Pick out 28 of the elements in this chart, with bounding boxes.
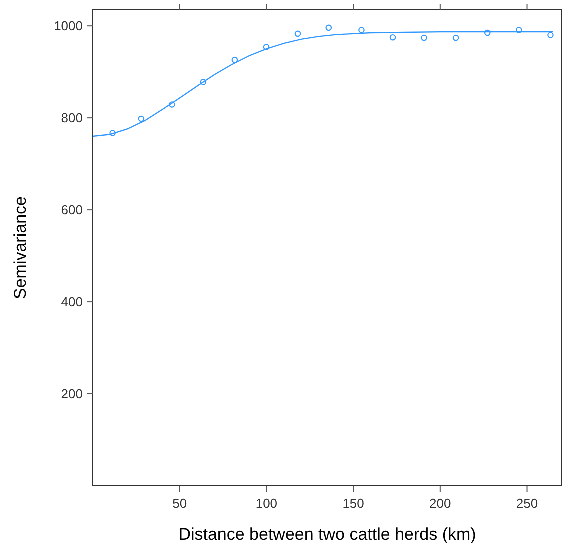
y-tick-label: 600 — [61, 202, 83, 218]
x-tick-label: 150 — [342, 496, 364, 511]
x-axis-title: Distance between two cattle herds (km) — [178, 525, 476, 544]
point — [326, 24, 332, 32]
point — [169, 102, 176, 108]
point — [263, 44, 270, 50]
point — [484, 30, 491, 36]
point — [110, 130, 116, 136]
point — [452, 34, 460, 42]
point — [138, 116, 145, 122]
x-tick-label: 250 — [516, 496, 538, 511]
y-tick-label: 200 — [61, 386, 83, 402]
point — [421, 34, 428, 42]
point — [200, 79, 207, 86]
point — [294, 30, 302, 38]
point — [390, 34, 396, 41]
y-tick-label: 400 — [61, 294, 83, 310]
point — [548, 32, 554, 38]
point — [516, 27, 522, 34]
line-series — [92, 31, 554, 138]
y-tick-label: 1000 — [54, 18, 83, 34]
y-axis-title: Semivariance — [11, 196, 30, 300]
x-tick-label: 50 — [172, 496, 188, 511]
y-tick-label: 800 — [61, 110, 83, 126]
point — [358, 27, 365, 34]
x-tick-label: 200 — [430, 496, 452, 511]
x-tick-label: 100 — [256, 496, 278, 511]
point — [232, 56, 238, 64]
